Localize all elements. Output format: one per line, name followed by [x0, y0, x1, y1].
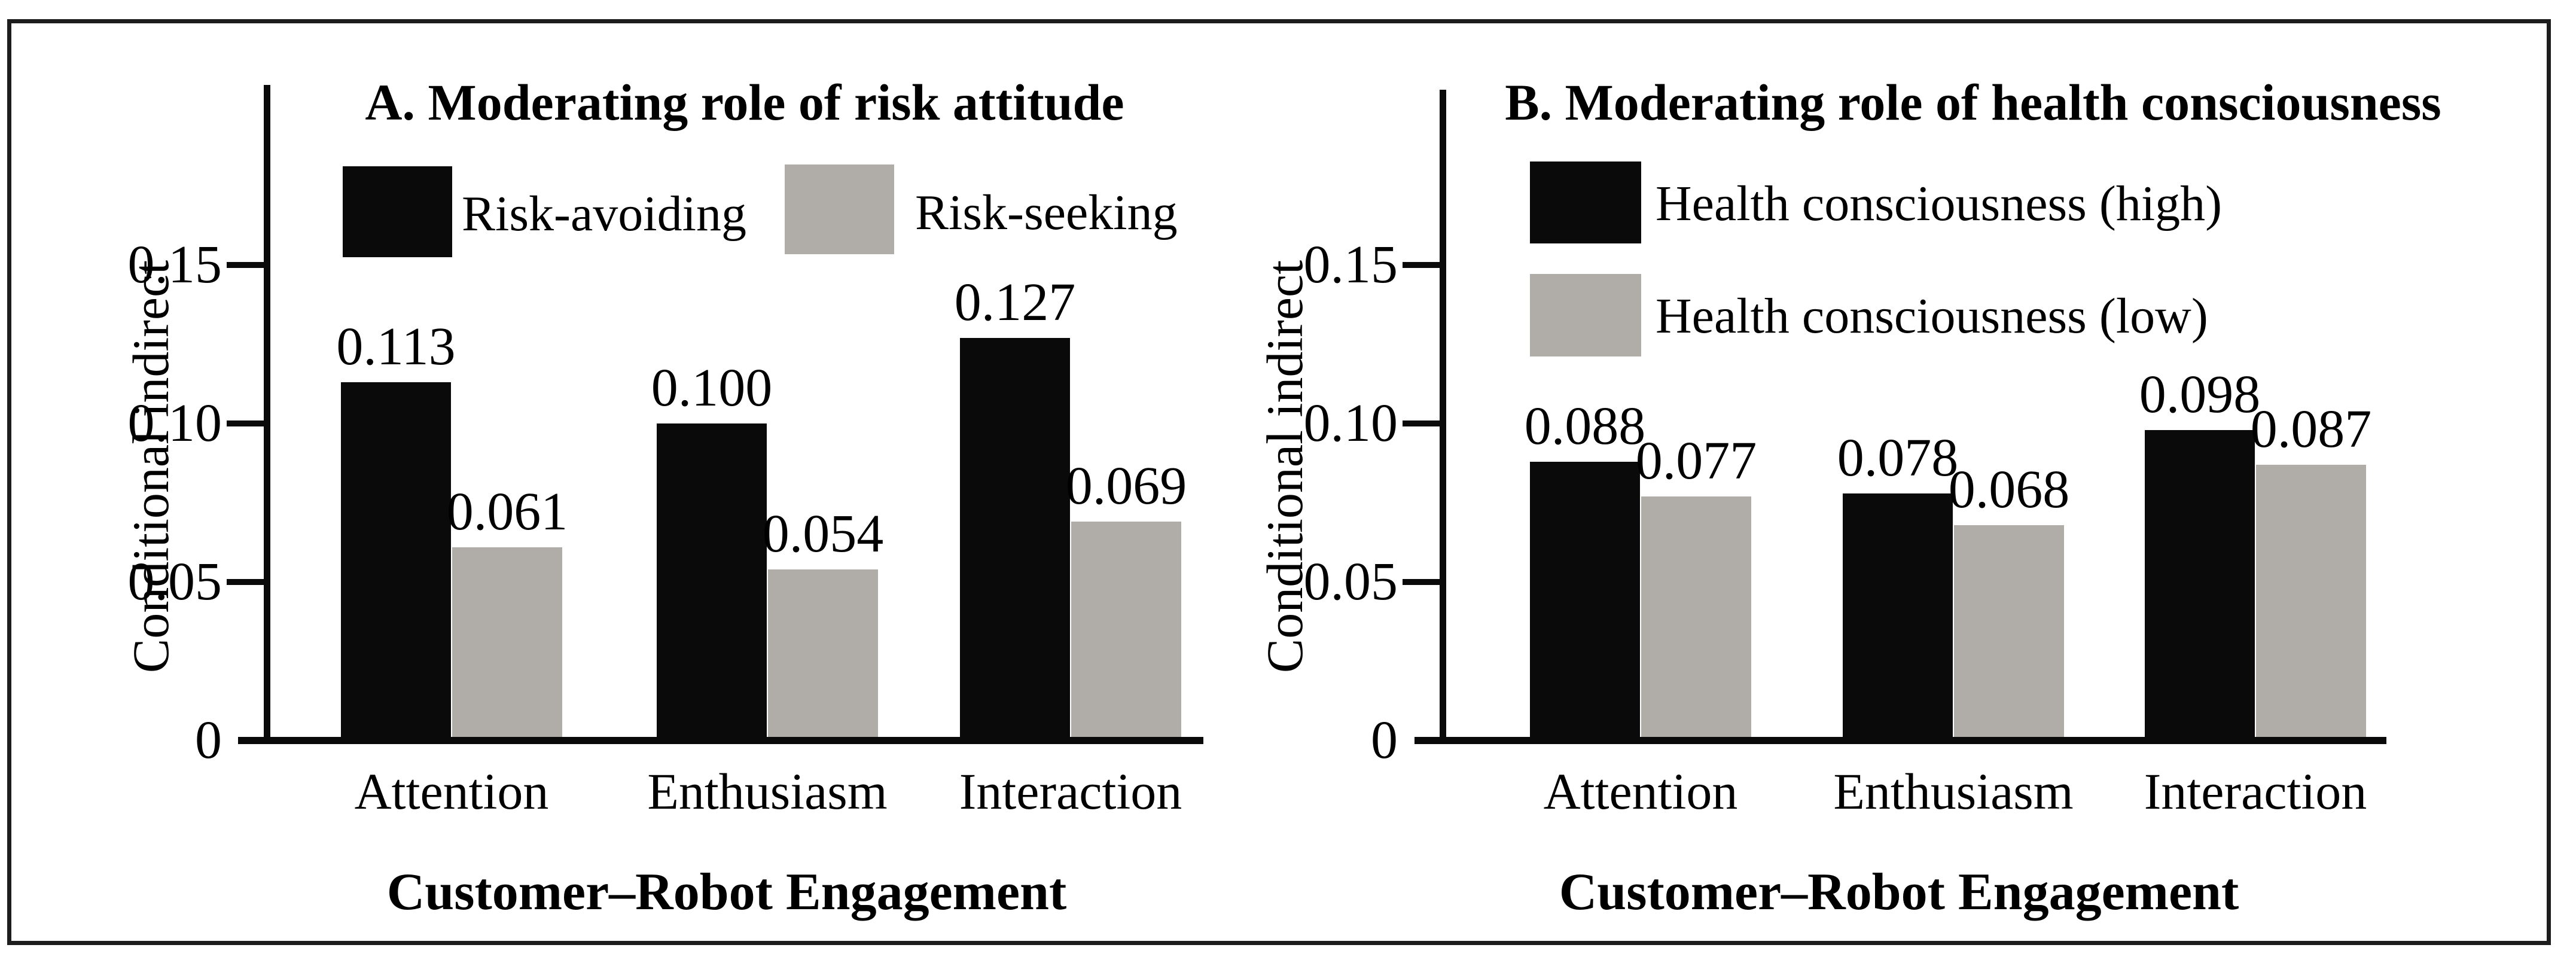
- panel-b-bar-value-label-attention-series1: 0.088: [1524, 397, 1646, 456]
- panel-b-x-category-label-attention: Attention: [1543, 763, 1738, 820]
- panel-a-bar-value-label-interaction-series1: 0.127: [954, 273, 1076, 332]
- panel-a-bar-value-label-interaction-series2: 0.069: [1065, 456, 1187, 516]
- panel-b-bar-value-label-attention-series2: 0.077: [1635, 431, 1757, 490]
- panel-b-x-category-label-enthusiasm: Enthusiasm: [1833, 763, 2074, 820]
- panel-b-bar-interaction-series2: [2256, 465, 2366, 743]
- panel-a-bar-value-label-enthusiasm-series1: 0.100: [651, 358, 773, 418]
- panel-a-y-tick-label: 0: [195, 711, 222, 770]
- panel-b-y-tick-label: 0: [1371, 711, 1398, 770]
- panel-a-bar-attention-series1: [341, 382, 451, 743]
- panel-b-y-tick-mark: [1403, 420, 1440, 426]
- panel-b-title: B. Moderating role of health consciousne…: [1505, 74, 2441, 131]
- panel-a-y-tick-label: 0.10: [127, 394, 222, 453]
- panel-b-bar-attention-series1: [1530, 462, 1640, 743]
- panel-a-x-category-label-enthusiasm: Enthusiasm: [647, 763, 888, 820]
- panel-a-bar-value-label-attention-series2: 0.061: [446, 482, 568, 541]
- panel-b-bar-value-label-enthusiasm-series2: 0.068: [1948, 460, 2070, 519]
- panel-a-legend-swatch-series2: [785, 164, 894, 254]
- figure-border: [7, 19, 2551, 945]
- panel-a-bar-enthusiasm-series1: [657, 423, 767, 743]
- panel-a-x-axis-label: Customer–Robot Engagement: [386, 863, 1067, 921]
- panel-a-legend-label-series2: Risk-seeking: [915, 185, 1178, 240]
- panel-b-bar-value-label-enthusiasm-series1: 0.078: [1837, 428, 1959, 487]
- panel-a-title: A. Moderating role of risk attitude: [365, 74, 1124, 131]
- panel-a-bar-attention-series2: [452, 547, 562, 743]
- panel-b-y-tick-mark: [1403, 262, 1440, 268]
- panel-a-bar-interaction-series1: [960, 338, 1070, 743]
- panel-a-y-axis-line: [264, 85, 270, 744]
- panel-b-y-tick-mark: [1403, 579, 1440, 585]
- panel-a-x-category-label-interaction: Interaction: [959, 763, 1182, 820]
- panel-b-legend-label-series2: Health consciousness (low): [1656, 288, 2208, 344]
- panel-b-y-tick-label: 0.05: [1303, 552, 1398, 611]
- panel-b-bar-value-label-interaction-series2: 0.087: [2250, 400, 2372, 459]
- panel-b-x-axis-label: Customer–Robot Engagement: [1559, 863, 2239, 921]
- panel-b-bar-value-label-interaction-series1: 0.098: [2139, 365, 2261, 424]
- panel-a-bar-value-label-enthusiasm-series2: 0.054: [762, 504, 884, 563]
- panel-a-y-tick-mark: [227, 420, 264, 426]
- panel-b-bar-enthusiasm-series1: [1843, 493, 1953, 743]
- panel-b-legend-label-series1: Health consciousness (high): [1656, 176, 2223, 231]
- panel-a-legend-label-series1: Risk-avoiding: [462, 186, 746, 242]
- panel-b-x-category-label-interaction: Interaction: [2144, 763, 2367, 820]
- panel-b-legend-swatch-series1: [1530, 161, 1641, 243]
- panel-b-y-tick-label: 0.15: [1303, 235, 1398, 294]
- panel-b-legend-swatch-series2: [1530, 274, 1641, 356]
- panel-a-x-category-label-attention: Attention: [354, 763, 549, 820]
- panel-b-bar-attention-series2: [1641, 496, 1751, 743]
- panel-a-x-axis-line: [238, 737, 1203, 744]
- panel-a-y-tick-mark: [227, 262, 264, 268]
- panel-b-y-axis-line: [1440, 90, 1446, 744]
- panel-b-x-axis-line: [1414, 737, 2386, 744]
- panel-a-y-tick-label: 0.05: [127, 552, 222, 611]
- panel-b-bar-interaction-series1: [2145, 430, 2255, 743]
- panel-b-bar-enthusiasm-series2: [1954, 525, 2064, 743]
- panel-a-bar-enthusiasm-series2: [768, 569, 878, 743]
- panel-a-y-tick-label: 0.15: [127, 235, 222, 294]
- panel-a-bar-interaction-series2: [1071, 522, 1181, 743]
- panel-a-bar-value-label-attention-series1: 0.113: [336, 317, 456, 376]
- panel-b-y-tick-label: 0.10: [1303, 394, 1398, 453]
- panel-a-y-tick-mark: [227, 579, 264, 585]
- panel-a-legend-swatch-series1: [343, 166, 452, 257]
